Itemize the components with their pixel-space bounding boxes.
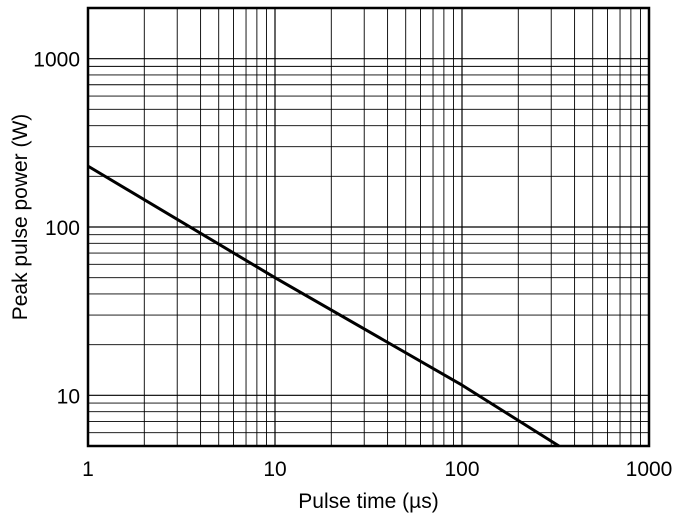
y-axis-label: Peak pulse power (W) [9, 114, 32, 321]
x-tick-labels: 1 10 100 1000 [82, 458, 672, 481]
y-tick-label: 1000 [33, 49, 80, 72]
x-axis-label: Pulse time (µs) [298, 490, 438, 513]
x-tick-label: 1000 [626, 458, 673, 481]
plot-frame [86, 6, 651, 448]
series-line [87, 164, 560, 448]
y-tick-labels: 10 100 1000 [33, 49, 80, 409]
y-tick-label: 10 [57, 385, 80, 408]
series-layer [87, 164, 560, 448]
grid-major [88, 8, 649, 446]
y-tick-label: 100 [45, 217, 80, 240]
x-tick-label: 100 [444, 458, 479, 481]
x-tick-label: 10 [263, 458, 286, 481]
x-tick-label: 1 [82, 458, 94, 481]
